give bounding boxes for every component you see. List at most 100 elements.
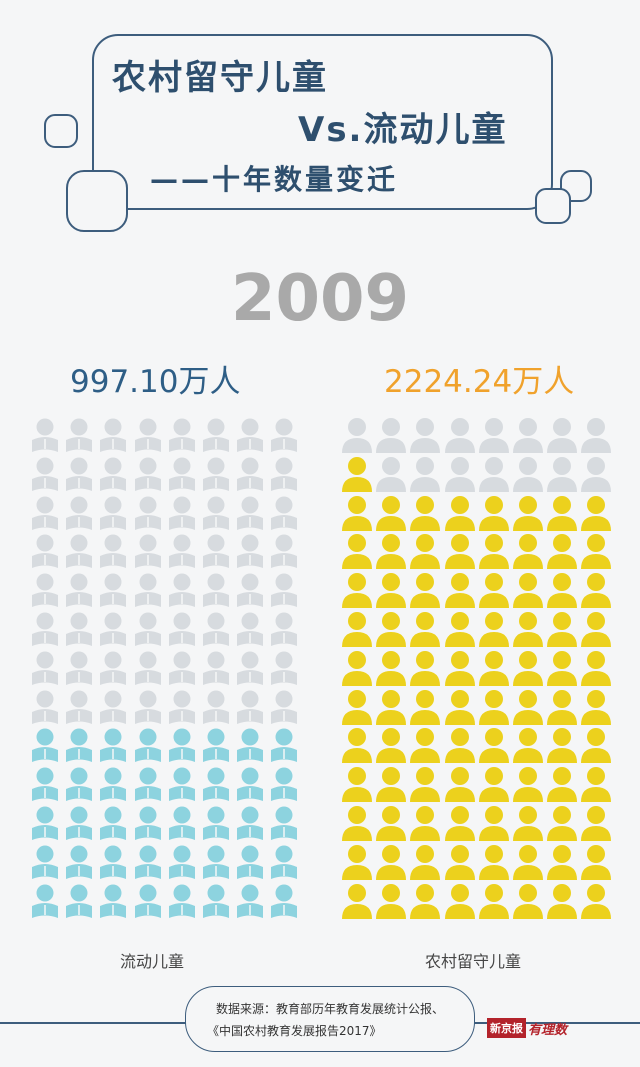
- title-frame: [92, 34, 553, 210]
- child-person-icon: [444, 844, 475, 880]
- child-person-icon: [512, 689, 543, 725]
- child-reading-icon: [168, 496, 195, 530]
- child-person-icon: [410, 418, 441, 453]
- child-person-icon: [478, 805, 509, 841]
- child-reading-icon: [134, 690, 161, 724]
- child-reading-icon: [237, 457, 264, 491]
- child-reading-icon: [66, 573, 93, 608]
- child-reading-icon: [134, 728, 161, 763]
- child-person-icon: [376, 767, 407, 803]
- child-reading-icon: [202, 612, 229, 646]
- child-person-icon: [512, 418, 543, 453]
- child-person-icon: [478, 611, 509, 647]
- child-person-icon: [478, 573, 509, 609]
- child-person-icon: [478, 767, 509, 803]
- child-person-icon: [410, 883, 441, 919]
- child-reading-icon: [168, 845, 195, 879]
- child-person-icon: [444, 650, 475, 686]
- child-reading-icon: [271, 690, 298, 724]
- child-person-icon: [581, 689, 612, 725]
- child-reading-icon: [237, 496, 264, 530]
- child-reading-icon: [271, 534, 298, 569]
- child-reading-icon: [32, 457, 58, 491]
- child-person-icon: [547, 611, 578, 647]
- child-reading-icon: [134, 767, 161, 802]
- child-reading-icon: [202, 690, 229, 724]
- child-person-icon: [342, 883, 372, 919]
- child-person-icon: [444, 418, 475, 453]
- child-reading-icon: [100, 690, 127, 724]
- child-person-icon: [376, 883, 407, 919]
- publisher-logo: 新京报 有理数: [487, 1018, 567, 1038]
- child-person-icon: [478, 844, 509, 880]
- child-reading-icon: [168, 728, 195, 763]
- child-reading-icon: [134, 612, 161, 646]
- child-reading-icon: [32, 806, 58, 840]
- child-reading-icon: [271, 457, 298, 491]
- child-reading-icon: [66, 496, 93, 530]
- left-behind-children-count: 2224.24万人: [384, 364, 575, 400]
- child-reading-icon: [168, 418, 195, 452]
- child-reading-icon: [100, 845, 127, 879]
- child-person-icon: [478, 495, 509, 531]
- migrant-children-caption: 流动儿童: [120, 952, 185, 971]
- child-person-icon: [376, 495, 407, 531]
- child-reading-icon: [66, 612, 93, 646]
- child-reading-icon: [32, 534, 58, 569]
- child-person-icon: [512, 456, 543, 492]
- child-person-icon: [410, 650, 441, 686]
- child-person-icon: [444, 611, 475, 647]
- child-person-icon: [581, 495, 612, 531]
- child-person-icon: [512, 767, 543, 803]
- child-reading-icon: [202, 496, 229, 530]
- child-person-icon: [581, 611, 612, 647]
- child-reading-icon: [32, 651, 58, 685]
- child-reading-icon: [66, 845, 93, 879]
- child-person-icon: [547, 728, 578, 764]
- child-reading-icon: [134, 884, 161, 918]
- child-person-icon: [478, 534, 509, 570]
- child-reading-icon: [202, 728, 229, 763]
- left-behind-children-caption: 农村留守儿童: [425, 952, 522, 971]
- title-subtitle: ——十年数量变迁: [150, 163, 399, 196]
- child-reading-icon: [134, 845, 161, 879]
- child-person-icon: [547, 767, 578, 803]
- child-person-icon: [512, 573, 543, 609]
- child-reading-icon: [32, 612, 58, 646]
- child-reading-icon: [271, 884, 298, 918]
- child-reading-icon: [168, 573, 195, 608]
- child-reading-icon: [237, 573, 264, 608]
- child-person-icon: [512, 805, 543, 841]
- child-person-icon: [376, 689, 407, 725]
- child-reading-icon: [66, 418, 93, 452]
- child-person-icon: [547, 418, 578, 453]
- child-person-icon: [547, 573, 578, 609]
- child-person-icon: [410, 767, 441, 803]
- child-reading-icon: [202, 457, 229, 491]
- child-person-icon: [547, 650, 578, 686]
- child-reading-icon: [100, 457, 127, 491]
- child-reading-icon: [168, 651, 195, 685]
- child-person-icon: [376, 844, 407, 880]
- child-reading-icon: [237, 806, 264, 840]
- child-person-icon: [376, 418, 407, 453]
- child-reading-icon: [100, 767, 127, 802]
- child-reading-icon: [202, 534, 229, 569]
- migrant-children-icon-grid: [28, 416, 302, 920]
- child-reading-icon: [271, 651, 298, 685]
- child-person-icon: [478, 650, 509, 686]
- child-person-icon: [547, 844, 578, 880]
- child-person-icon: [444, 728, 475, 764]
- child-reading-icon: [100, 884, 127, 918]
- child-person-icon: [376, 456, 407, 492]
- child-person-icon: [581, 805, 612, 841]
- child-reading-icon: [32, 418, 58, 452]
- child-person-icon: [410, 573, 441, 609]
- child-reading-icon: [237, 767, 264, 802]
- child-person-icon: [410, 844, 441, 880]
- child-person-icon: [581, 573, 612, 609]
- child-person-icon: [581, 456, 612, 492]
- child-reading-icon: [202, 806, 229, 840]
- child-person-icon: [478, 418, 509, 453]
- child-reading-icon: [168, 534, 195, 569]
